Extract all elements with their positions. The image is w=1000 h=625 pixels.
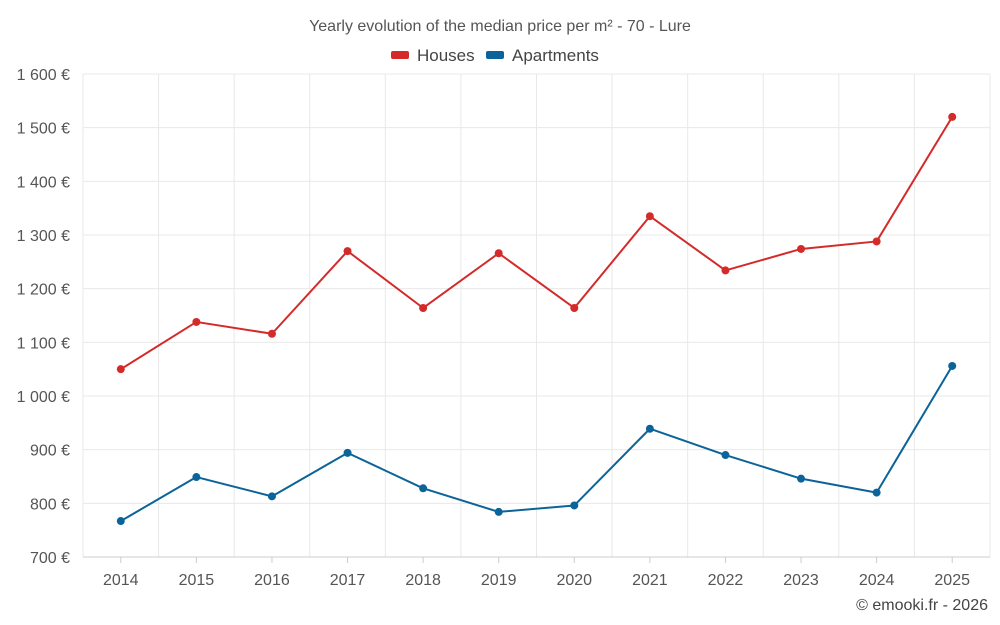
- series-apartments: [116, 361, 957, 526]
- series-houses: [116, 112, 957, 374]
- y-tick-label: 1 000 €: [17, 389, 70, 406]
- data-point-houses[interactable]: [948, 112, 957, 121]
- y-tick-label: 1 200 €: [17, 282, 70, 299]
- data-point-apartments[interactable]: [721, 451, 730, 460]
- x-axis: 2014 2015 2016 2017 2018 2019 2020 2021 2022 2023…: [103, 557, 970, 589]
- legend-item-apartments[interactable]: Apartments: [486, 46, 599, 65]
- x-tick-label: 2015: [179, 572, 215, 589]
- data-point-houses[interactable]: [721, 266, 730, 275]
- data-point-houses[interactable]: [872, 237, 881, 246]
- data-point-houses[interactable]: [494, 249, 503, 258]
- data-point-houses[interactable]: [267, 329, 276, 338]
- data-point-apartments[interactable]: [419, 484, 428, 493]
- y-tick-label: 1 500 €: [17, 121, 70, 138]
- x-tick-label: 2016: [254, 572, 290, 589]
- x-tick-label: 2021: [632, 572, 668, 589]
- x-tick-label: 2020: [556, 572, 592, 589]
- data-point-apartments[interactable]: [872, 488, 881, 497]
- data-point-apartments[interactable]: [116, 517, 125, 526]
- series-line-houses: [120, 116, 954, 371]
- data-point-apartments[interactable]: [343, 448, 352, 457]
- grid: [82, 73, 991, 558]
- data-point-apartments[interactable]: [192, 473, 201, 482]
- y-tick-label: 1 600 €: [17, 67, 70, 84]
- x-tick-label: 2024: [859, 572, 895, 589]
- legend-label-houses: Houses: [417, 46, 475, 65]
- data-point-apartments[interactable]: [570, 501, 579, 510]
- x-tick-label: 2022: [708, 572, 744, 589]
- y-tick-label: 900 €: [30, 443, 70, 460]
- x-tick-label: 2023: [783, 572, 819, 589]
- chart-title: Yearly evolution of the median price per…: [309, 18, 691, 35]
- legend-swatch-houses: [391, 51, 409, 59]
- legend-label-apartments: Apartments: [512, 46, 599, 65]
- legend-swatch-apartments: [486, 51, 504, 59]
- y-tick-label: 1 400 €: [17, 174, 70, 191]
- series: [116, 112, 957, 526]
- y-tick-label: 1 100 €: [17, 335, 70, 352]
- data-point-houses[interactable]: [570, 303, 579, 312]
- data-point-houses[interactable]: [797, 244, 806, 253]
- x-tick-label: 2018: [405, 572, 441, 589]
- data-point-apartments[interactable]: [797, 474, 806, 483]
- data-point-houses[interactable]: [645, 212, 654, 221]
- y-axis: 700 € 800 € 900 € 1 000 € 1 100 € 1 200 € 1 30…: [17, 67, 70, 567]
- data-point-houses[interactable]: [419, 303, 428, 312]
- data-point-houses[interactable]: [343, 247, 352, 256]
- x-tick-label: 2014: [103, 572, 139, 589]
- credit-text: © emooki.fr - 2026: [856, 597, 988, 614]
- data-point-apartments[interactable]: [645, 424, 654, 433]
- data-point-houses[interactable]: [192, 317, 201, 326]
- y-tick-label: 1 300 €: [17, 228, 70, 245]
- data-point-apartments[interactable]: [267, 492, 276, 501]
- legend-item-houses[interactable]: Houses: [391, 46, 475, 65]
- x-tick-label: 2019: [481, 572, 517, 589]
- series-line-apartments: [120, 365, 954, 522]
- data-point-apartments[interactable]: [948, 361, 957, 370]
- data-point-houses[interactable]: [116, 365, 125, 374]
- y-tick-label: 700 €: [30, 550, 70, 567]
- x-tick-label: 2017: [330, 572, 366, 589]
- y-tick-label: 800 €: [30, 496, 70, 513]
- legend[interactable]: Houses Apartments: [391, 46, 599, 65]
- x-tick-label: 2025: [934, 572, 970, 589]
- data-point-apartments[interactable]: [494, 507, 503, 516]
